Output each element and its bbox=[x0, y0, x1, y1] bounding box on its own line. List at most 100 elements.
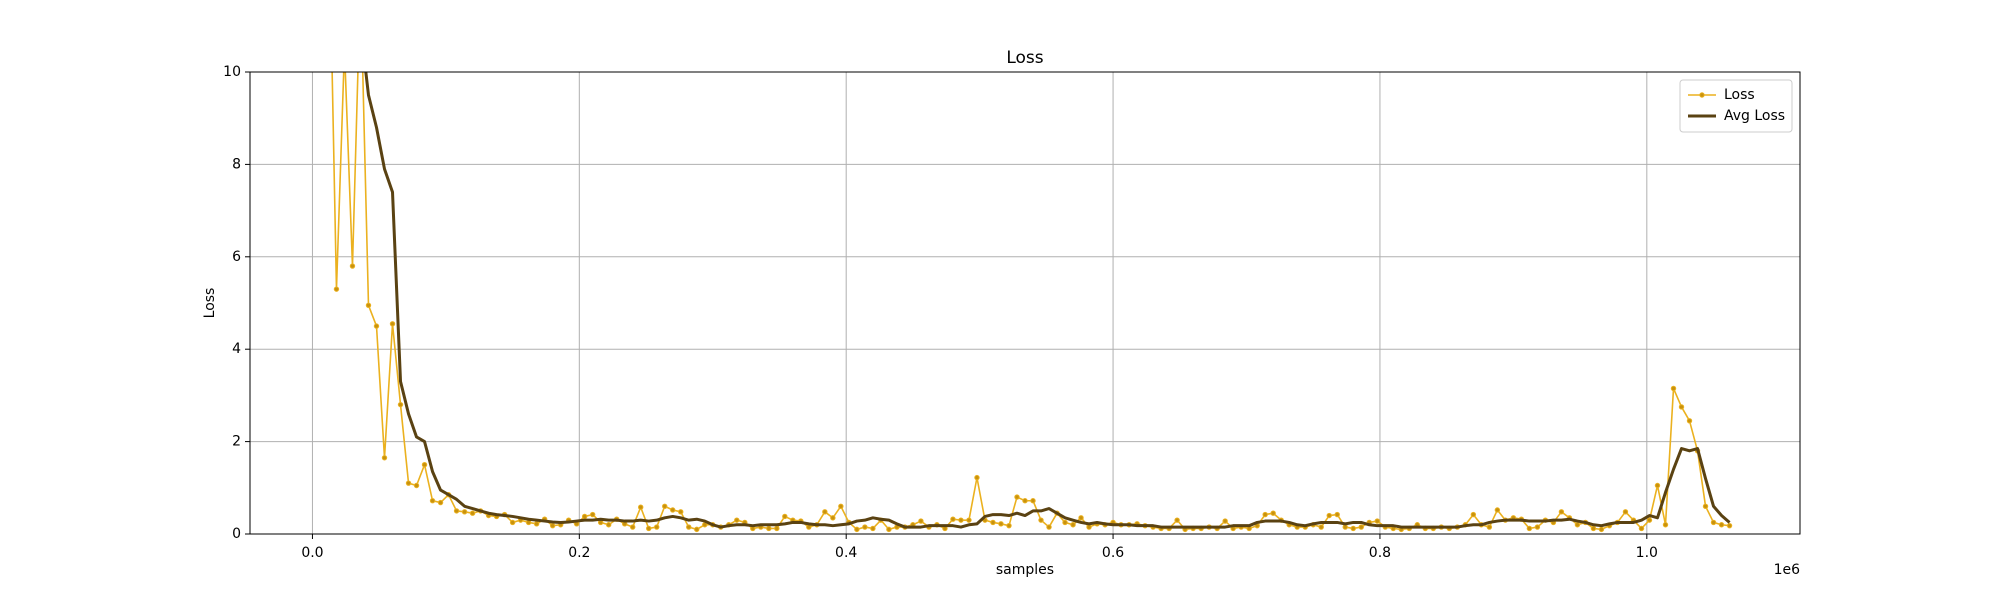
data-point bbox=[990, 519, 996, 526]
data-point bbox=[974, 474, 980, 481]
data-point bbox=[1222, 518, 1228, 524]
data-point bbox=[1086, 524, 1092, 530]
data-point bbox=[694, 526, 700, 533]
data-point bbox=[461, 509, 468, 515]
data-point bbox=[998, 521, 1004, 527]
data-point bbox=[958, 517, 964, 523]
data-point bbox=[1558, 509, 1565, 515]
data-point bbox=[1718, 522, 1725, 528]
data-point bbox=[1350, 525, 1356, 532]
y-tick-label: 4 bbox=[232, 341, 241, 357]
data-point bbox=[774, 525, 780, 532]
data-point bbox=[886, 526, 892, 533]
plot-frame bbox=[249, 71, 1801, 535]
data-point bbox=[806, 524, 812, 530]
data-point bbox=[365, 302, 372, 309]
data-point bbox=[1646, 517, 1653, 523]
data-point bbox=[1574, 522, 1581, 528]
data-point bbox=[838, 503, 844, 509]
data-point bbox=[413, 482, 420, 489]
data-point bbox=[662, 503, 668, 509]
data-point bbox=[854, 526, 860, 533]
data-point bbox=[1470, 511, 1477, 518]
data-point bbox=[966, 517, 972, 523]
data-point bbox=[1622, 509, 1629, 515]
data-point bbox=[918, 518, 924, 524]
data-point bbox=[373, 323, 380, 329]
data-point bbox=[782, 513, 788, 520]
data-point bbox=[686, 524, 692, 530]
x-tick-label: 1.0 bbox=[1636, 545, 1658, 561]
data-point bbox=[469, 510, 476, 516]
legend-label: Avg Loss bbox=[1724, 108, 1785, 124]
data-point bbox=[597, 519, 604, 526]
x-tick-label: 0.0 bbox=[301, 545, 323, 561]
data-point bbox=[1686, 418, 1693, 424]
data-point bbox=[333, 286, 340, 292]
data-point bbox=[646, 525, 652, 532]
x-axis-label: samples bbox=[996, 562, 1054, 578]
y-axis-label: Loss bbox=[202, 288, 218, 319]
data-point bbox=[1710, 519, 1717, 526]
data-point bbox=[421, 462, 428, 468]
data-point bbox=[670, 507, 676, 513]
data-point bbox=[1046, 524, 1052, 530]
data-point bbox=[437, 499, 444, 506]
legend-box bbox=[1679, 79, 1793, 133]
data-point bbox=[1022, 498, 1028, 504]
y-tick-label: 8 bbox=[232, 156, 241, 172]
legend-label: Loss bbox=[1724, 87, 1755, 103]
data-point bbox=[1726, 522, 1733, 529]
y-tick-label: 10 bbox=[223, 64, 241, 80]
data-point bbox=[734, 517, 740, 523]
data-point bbox=[429, 498, 436, 504]
data-point bbox=[1014, 494, 1020, 500]
data-point bbox=[1262, 511, 1268, 518]
data-point bbox=[766, 525, 772, 532]
data-point bbox=[950, 516, 956, 522]
data-point bbox=[638, 504, 644, 510]
data-point bbox=[1534, 524, 1541, 530]
data-point bbox=[654, 524, 660, 530]
data-point bbox=[349, 263, 356, 269]
y-tick-label: 2 bbox=[232, 434, 241, 450]
data-point bbox=[1670, 385, 1677, 392]
data-point bbox=[389, 321, 396, 327]
data-point bbox=[1030, 498, 1036, 504]
data-point bbox=[549, 522, 556, 529]
x-tick-label: 0.6 bbox=[1102, 545, 1124, 561]
legend-marker bbox=[1699, 92, 1705, 98]
data-point bbox=[397, 401, 404, 408]
data-point bbox=[581, 513, 588, 520]
data-point bbox=[1702, 503, 1709, 509]
data-point bbox=[533, 521, 540, 527]
data-point bbox=[1006, 522, 1012, 529]
data-point bbox=[678, 509, 684, 515]
data-point bbox=[862, 524, 868, 530]
series-line bbox=[364, 72, 1731, 529]
data-point bbox=[1526, 525, 1533, 532]
data-point bbox=[405, 480, 412, 486]
x-tick-label: 0.8 bbox=[1369, 545, 1391, 561]
x-tick-label: 0.4 bbox=[835, 545, 857, 561]
data-point bbox=[1638, 525, 1645, 532]
data-point bbox=[1062, 519, 1068, 526]
data-point bbox=[381, 455, 388, 461]
data-point bbox=[589, 511, 596, 518]
y-tick-label: 0 bbox=[232, 526, 241, 542]
data-point bbox=[822, 509, 828, 515]
data-point bbox=[453, 508, 460, 514]
data-point bbox=[1038, 517, 1044, 523]
x-tick-label: 0.2 bbox=[568, 545, 590, 561]
data-point bbox=[629, 524, 636, 530]
chart-title: Loss bbox=[1006, 48, 1043, 68]
x-offset-label: 1e6 bbox=[1774, 562, 1801, 578]
data-point bbox=[1662, 522, 1669, 528]
data-point bbox=[605, 522, 612, 528]
data-point bbox=[1270, 510, 1276, 516]
data-point bbox=[509, 519, 516, 526]
data-point bbox=[1486, 524, 1493, 530]
data-point bbox=[1590, 525, 1597, 532]
data-point bbox=[1494, 507, 1501, 513]
